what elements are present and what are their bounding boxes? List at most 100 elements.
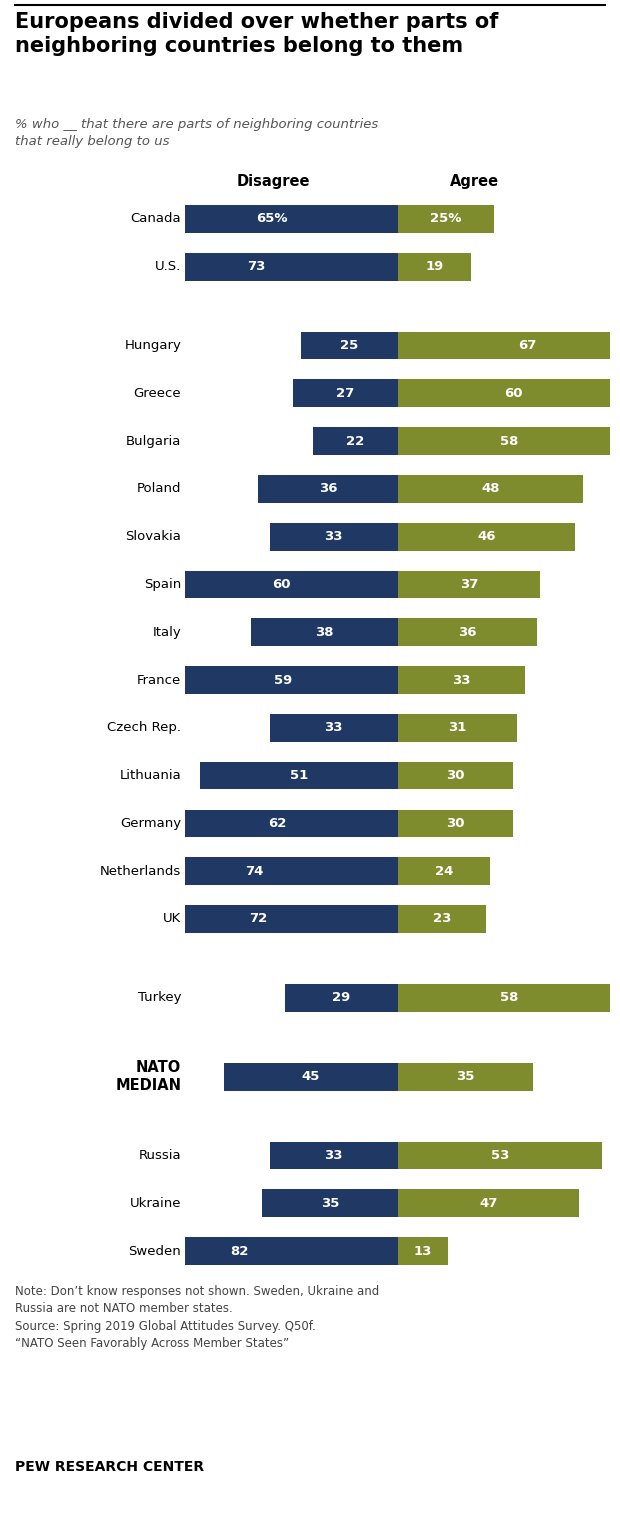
Text: 35: 35 <box>321 1196 339 1210</box>
Bar <box>397 1237 448 1265</box>
Text: UK: UK <box>163 913 181 925</box>
Text: 33: 33 <box>324 530 343 543</box>
Text: Ukraine: Ukraine <box>130 1196 181 1210</box>
Bar <box>397 985 620 1012</box>
Text: 72: 72 <box>249 913 268 925</box>
Bar <box>397 713 517 742</box>
Text: 62: 62 <box>268 817 287 831</box>
Text: Netherlands: Netherlands <box>100 864 181 878</box>
Text: 45: 45 <box>301 1070 320 1084</box>
Bar <box>112 858 397 885</box>
Bar <box>250 619 397 646</box>
Bar <box>200 762 397 789</box>
Text: 33: 33 <box>324 721 343 735</box>
Bar <box>397 332 620 360</box>
Text: 51: 51 <box>290 770 308 782</box>
Text: 13: 13 <box>414 1245 432 1257</box>
Bar <box>397 253 471 280</box>
Text: % who __ that there are parts of neighboring countries
that really belong to us: % who __ that there are parts of neighbo… <box>15 117 378 148</box>
Text: 36: 36 <box>458 626 476 639</box>
Bar <box>301 332 397 360</box>
Bar <box>397 206 494 233</box>
Text: NATO
MEDIAN: NATO MEDIAN <box>115 1061 181 1093</box>
Text: 58: 58 <box>500 991 519 1004</box>
Text: 36: 36 <box>319 483 337 495</box>
Bar <box>146 206 397 233</box>
Bar <box>270 713 397 742</box>
Bar <box>262 1189 397 1218</box>
Text: Bulgaria: Bulgaria <box>126 434 181 448</box>
Text: Greece: Greece <box>133 387 181 399</box>
Bar <box>397 475 583 503</box>
Bar <box>397 762 513 789</box>
Text: 24: 24 <box>435 864 453 878</box>
Bar <box>285 985 397 1012</box>
Bar <box>397 379 620 407</box>
Text: Turkey: Turkey <box>138 991 181 1004</box>
Text: 58: 58 <box>500 434 519 448</box>
Text: 60: 60 <box>272 578 291 591</box>
Bar <box>397 905 486 933</box>
Text: Russia: Russia <box>138 1149 181 1161</box>
Bar <box>397 858 490 885</box>
Text: Europeans divided over whether parts of
neighboring countries belong to them: Europeans divided over whether parts of … <box>15 12 498 56</box>
Text: 38: 38 <box>315 626 334 639</box>
Bar <box>166 570 397 599</box>
Bar <box>397 1062 533 1091</box>
Text: 33: 33 <box>324 1149 343 1161</box>
Bar <box>119 905 397 933</box>
Text: Agree: Agree <box>450 174 499 189</box>
Text: Germany: Germany <box>120 817 181 831</box>
Bar <box>397 1189 579 1218</box>
Text: 47: 47 <box>479 1196 497 1210</box>
Text: Czech Rep.: Czech Rep. <box>107 721 181 735</box>
Text: Disagree: Disagree <box>237 174 311 189</box>
Text: 35: 35 <box>456 1070 474 1084</box>
Bar <box>397 619 536 646</box>
Text: 67: 67 <box>518 338 536 352</box>
Bar <box>397 1141 602 1169</box>
Text: 31: 31 <box>448 721 467 735</box>
Text: 22: 22 <box>346 434 364 448</box>
Text: U.S.: U.S. <box>155 261 181 273</box>
Bar <box>293 379 397 407</box>
Text: 25: 25 <box>340 338 358 352</box>
Bar <box>270 1141 397 1169</box>
Text: 82: 82 <box>230 1245 248 1257</box>
Bar <box>169 666 397 693</box>
Text: 33: 33 <box>452 674 471 686</box>
Text: Hungary: Hungary <box>124 338 181 352</box>
Text: 25%: 25% <box>430 212 461 226</box>
Text: 53: 53 <box>490 1149 509 1161</box>
Text: 73: 73 <box>247 261 265 273</box>
Bar <box>224 1062 397 1091</box>
Text: 37: 37 <box>460 578 478 591</box>
Text: PEW RESEARCH CENTER: PEW RESEARCH CENTER <box>15 1460 204 1474</box>
Bar <box>270 523 397 550</box>
Text: 59: 59 <box>275 674 293 686</box>
Bar <box>397 666 525 693</box>
Text: Note: Don’t know responses not shown. Sweden, Ukraine and
Russia are not NATO me: Note: Don’t know responses not shown. Sw… <box>15 1285 379 1350</box>
Bar <box>115 253 397 280</box>
Text: Slovakia: Slovakia <box>125 530 181 543</box>
Text: Sweden: Sweden <box>128 1245 181 1257</box>
Bar <box>312 427 397 456</box>
Text: 65%: 65% <box>256 212 288 226</box>
Bar <box>397 427 620 456</box>
Text: Spain: Spain <box>144 578 181 591</box>
Bar <box>397 809 513 837</box>
Text: France: France <box>137 674 181 686</box>
Text: Poland: Poland <box>136 483 181 495</box>
Bar <box>81 1237 397 1265</box>
Text: 74: 74 <box>246 864 264 878</box>
Text: 30: 30 <box>446 770 465 782</box>
Text: 29: 29 <box>332 991 350 1004</box>
Bar <box>397 523 575 550</box>
Text: 48: 48 <box>481 483 500 495</box>
Text: 46: 46 <box>477 530 495 543</box>
Bar <box>259 475 397 503</box>
Text: 23: 23 <box>433 913 451 925</box>
Text: 19: 19 <box>425 261 443 273</box>
Text: 30: 30 <box>446 817 465 831</box>
Text: Canada: Canada <box>131 212 181 226</box>
